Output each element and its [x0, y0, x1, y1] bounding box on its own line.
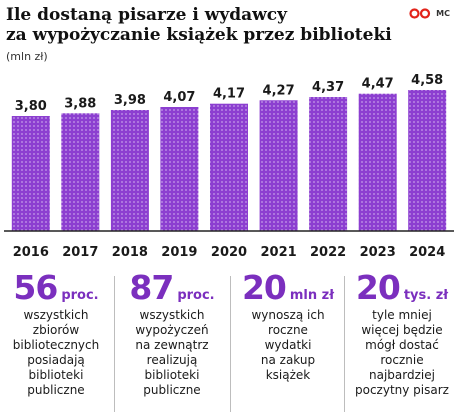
- x-tick-label-2016: 2016: [13, 245, 49, 260]
- stat-value: 87 proc.: [118, 268, 226, 308]
- stat-number: 20: [355, 268, 401, 307]
- value-label-2022: 4,37: [312, 80, 344, 95]
- stat-desc-line: więcej będzie: [361, 323, 443, 337]
- stats-panel: 56 proc. wszystkich zbiorów bibliotecznyc…: [0, 268, 458, 418]
- stat-divider: [114, 276, 115, 412]
- stat-desc-line: biblioteki: [144, 368, 200, 382]
- x-tick-label-2017: 2017: [62, 245, 98, 260]
- logo-rings-icon: [409, 8, 431, 19]
- stat-desc-line: publiczne: [143, 383, 201, 397]
- bar-2018: [110, 110, 149, 231]
- bar-2023: [358, 93, 397, 231]
- bar-2016: [11, 116, 50, 231]
- x-tick-label-2021: 2021: [261, 245, 297, 260]
- x-tick-label-2018: 2018: [112, 245, 148, 260]
- title-line-2: za wypożyczanie książek przez biblioteki…: [6, 25, 406, 67]
- stat-desc-line: wypożyczeń: [135, 323, 209, 337]
- stat-description: wynoszą ich roczne wydatki na zakup ksią…: [234, 308, 342, 383]
- stat-desc-line: posiadają: [27, 353, 85, 367]
- value-label-2023: 4,47: [362, 77, 394, 92]
- stat-description: wszystkich wypożyczeń na zewnątrz realiz…: [118, 308, 226, 398]
- stat-suffix: proc.: [177, 288, 215, 303]
- bar-2020: [210, 103, 248, 231]
- stat-description: wszystkich zbiorów bibliotecznych posiad…: [2, 308, 110, 398]
- value-label-2018: 3,98: [114, 93, 146, 108]
- bar-2024: [408, 90, 447, 231]
- bar-2019: [160, 107, 199, 231]
- bar-2017: [61, 113, 100, 231]
- stat-card: 20 mln zł wynoszą ich roczne wydatki na z…: [234, 268, 342, 418]
- logo-text: MC: [436, 9, 450, 18]
- stat-divider: [344, 276, 345, 412]
- stat-suffix: proc.: [61, 288, 99, 303]
- stat-divider: [230, 276, 231, 412]
- stat-desc-line: wynoszą ich: [251, 308, 325, 322]
- stat-card: 87 proc. wszystkich wypożyczeń na zewnątr…: [118, 268, 226, 418]
- bar-chart: 3,80 2016 3,88 2017 3,98 2018 4,07 2019 4,17 2020…: [4, 73, 454, 260]
- bar-2021: [259, 100, 298, 231]
- stat-card: 56 proc. wszystkich zbiorów bibliotecznyc…: [2, 268, 110, 418]
- stat-desc-line: książek: [265, 368, 311, 382]
- stat-desc-line: mógł dostać: [365, 338, 439, 352]
- stat-desc-line: wszystkich: [139, 308, 205, 322]
- stat-desc-line: na zewnątrz: [135, 338, 209, 352]
- title-unit: (mln zł): [6, 50, 48, 63]
- stat-desc-line: poczytny pisarz: [355, 383, 449, 397]
- bar-2022: [309, 97, 348, 231]
- stat-desc-line: najbardziej: [369, 368, 435, 382]
- value-label-2024: 4,58: [411, 73, 443, 88]
- stat-desc-line: bibliotecznych: [12, 338, 100, 352]
- x-tick-label-2022: 2022: [310, 245, 346, 260]
- title-line-2-text: za wypożyczanie książek przez biblioteki: [6, 25, 392, 45]
- stat-desc-line: tyle mniej: [372, 308, 432, 322]
- stat-desc-line: biblioteki: [28, 368, 84, 382]
- value-label-2019: 4,07: [163, 90, 195, 105]
- chart-title: Ile dostaną pisarze i wydawcy za wypożyc…: [6, 5, 406, 67]
- stat-suffix: tys. zł: [403, 288, 449, 303]
- title-line-1: Ile dostaną pisarze i wydawcy: [6, 5, 288, 25]
- stat-desc-line: roczne: [268, 323, 308, 337]
- x-tick-label-2023: 2023: [360, 245, 396, 260]
- stat-desc-line: na zakup: [260, 353, 316, 367]
- stat-number: 20: [241, 268, 287, 307]
- value-label-2021: 4,27: [263, 83, 295, 98]
- stat-value: 20 mln zł: [234, 268, 342, 308]
- stat-desc-line: wszystkich: [23, 308, 89, 322]
- value-label-2017: 3,88: [64, 96, 96, 111]
- stat-value: 56 proc.: [2, 268, 110, 308]
- stat-desc-line: wydatki: [264, 338, 312, 352]
- stat-number: 87: [129, 268, 174, 307]
- stat-description: tyle mniej więcej będzie mógł dostać roc…: [348, 308, 456, 398]
- stat-desc-line: rocznie: [380, 353, 424, 367]
- x-tick-label-2019: 2019: [161, 245, 197, 260]
- stat-desc-line: zbiorów: [32, 323, 80, 337]
- stat-value: 20 tys. zł: [348, 268, 456, 308]
- stat-desc-line: realizują: [146, 353, 198, 367]
- publisher-logo: MC: [409, 8, 450, 19]
- stat-number: 56: [13, 268, 58, 307]
- x-tick-label-2024: 2024: [409, 245, 445, 260]
- stat-card: 20 tys. zł tyle mniej więcej będzie mógł …: [348, 268, 456, 418]
- value-label-2016: 3,80: [15, 99, 47, 114]
- stat-suffix: mln zł: [289, 288, 335, 303]
- x-tick-label-2020: 2020: [211, 245, 247, 260]
- stat-desc-line: publiczne: [27, 383, 85, 397]
- value-label-2020: 4,17: [213, 87, 245, 102]
